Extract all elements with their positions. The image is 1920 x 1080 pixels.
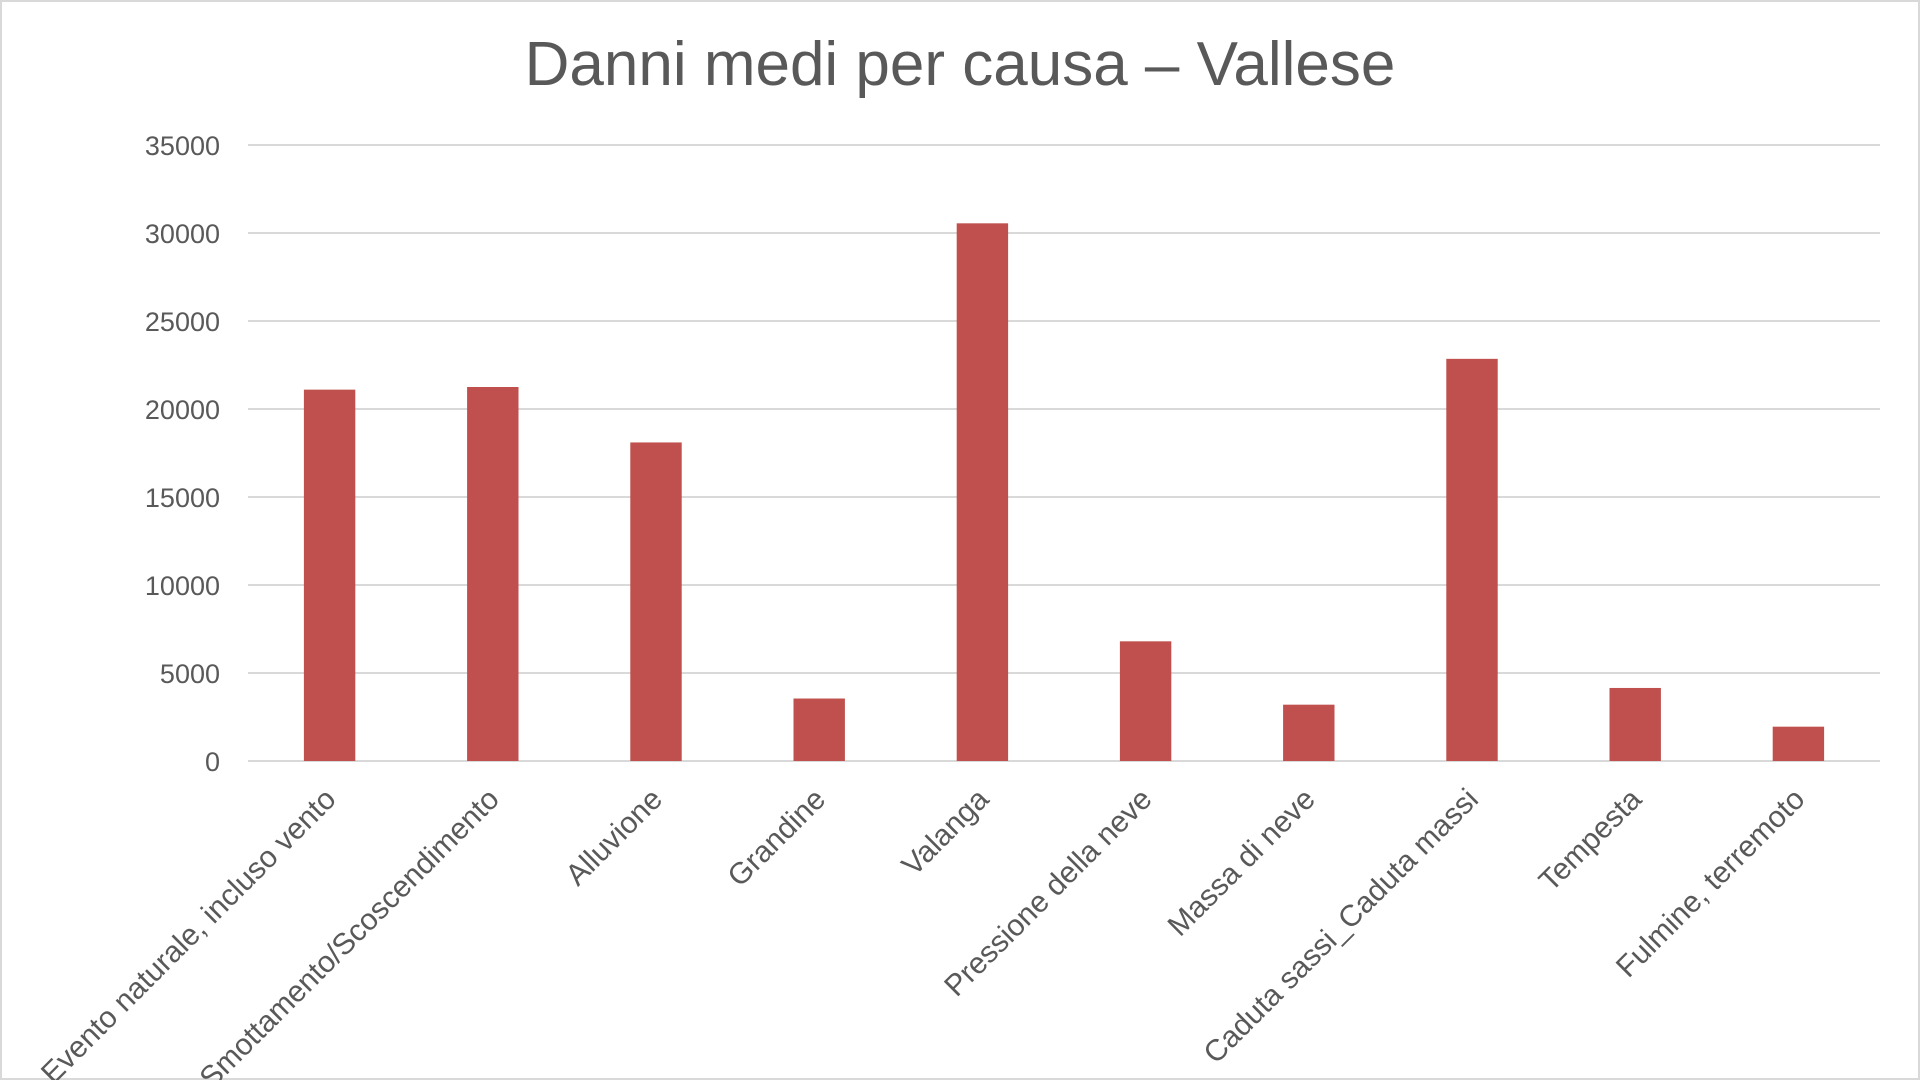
x-category-label: Tempesta <box>1533 782 1649 898</box>
bar <box>1772 726 1825 761</box>
bar <box>1283 704 1335 761</box>
x-axis-category-labels: Evento naturale, incluso ventoSmottament… <box>35 782 1811 1080</box>
bar <box>1609 687 1661 761</box>
y-tick-label: 30000 <box>145 219 220 249</box>
bar <box>793 698 845 761</box>
y-tick-label: 5000 <box>160 659 220 689</box>
bar <box>303 389 356 761</box>
bar <box>630 442 682 761</box>
y-axis-tick-labels: 0 5000 10000 15000 20000 25000 30000 35000 <box>145 131 220 777</box>
bars <box>303 223 1825 761</box>
y-tick-label: 35000 <box>145 131 220 161</box>
gridlines <box>248 144 1880 762</box>
bar <box>1446 358 1498 761</box>
y-tick-label: 25000 <box>145 307 220 337</box>
y-tick-label: 10000 <box>145 571 220 601</box>
chart-title: Danni medi per causa – Vallese <box>525 30 1396 99</box>
x-category-label: Caduta sassi_Caduta massi <box>1197 783 1484 1070</box>
y-tick-label: 20000 <box>145 395 220 425</box>
x-category-label: Grandine <box>722 783 833 894</box>
bar <box>1119 641 1172 761</box>
x-category-label: Evento naturale, incluso vento <box>35 783 343 1080</box>
x-category-label: Alluvione <box>560 783 669 892</box>
y-tick-label: 15000 <box>145 483 220 513</box>
bar <box>956 223 1009 761</box>
bar <box>467 387 519 761</box>
x-category-label: Valanga <box>896 782 996 882</box>
x-category-label: Massa di neve <box>1162 783 1322 943</box>
y-tick-label: 0 <box>205 747 220 777</box>
x-category-label: Smottamento/Scoscendimento <box>194 783 506 1080</box>
